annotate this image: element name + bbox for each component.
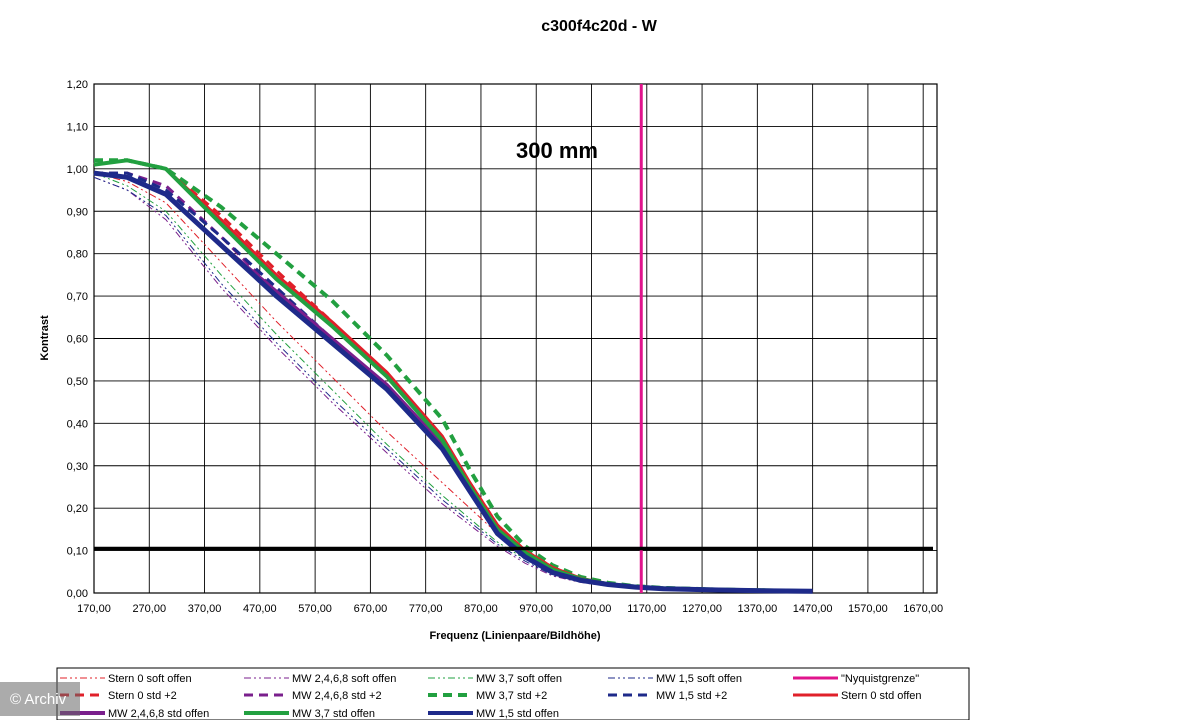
series-line-1 <box>93 172 813 592</box>
x-tick-label: 770,00 <box>409 603 443 615</box>
y-tick-label: 1,00 <box>67 164 88 176</box>
y-tick-label: 0,50 <box>67 376 88 388</box>
plot-area-frame <box>93 83 938 594</box>
legend-label-2: MW 2,4,6,8 soft offen <box>292 673 396 685</box>
chart-title: c300f4c20d - W <box>541 18 658 35</box>
legend-label-10: Stern 0 std offen <box>841 690 922 702</box>
legend-label-9: MW 1,5 std +2 <box>656 690 727 702</box>
y-axis-label: Kontrast <box>39 315 51 361</box>
y-tick-labels: 0,00 0,10 0,20 0,30 0,40 0,50 0,60 0,70 0,80 0,90… <box>67 79 88 600</box>
y-tick-label: 0,30 <box>67 461 88 473</box>
legend-label-4: MW 1,5 soft offen <box>656 673 742 685</box>
legend-label-3: MW 3,7 soft offen <box>476 673 562 685</box>
x-tick-label: 570,00 <box>298 603 332 615</box>
x-tick-label: 1370,00 <box>737 603 777 615</box>
series-lines <box>93 158 813 594</box>
x-tick-label: 470,00 <box>243 603 277 615</box>
legend-label-13: MW 1,5 std offen <box>476 708 559 720</box>
legend-label-11: MW 2,4,6,8 std offen <box>108 708 209 720</box>
series-line-11 <box>93 171 813 594</box>
series-line-3 <box>93 172 813 592</box>
legend-label-6: Stern 0 std +2 <box>108 690 177 702</box>
x-tick-label: 670,00 <box>354 603 388 615</box>
y-tick-label: 0,00 <box>67 588 88 600</box>
legend-label-8: MW 3,7 std +2 <box>476 690 547 702</box>
series-line-4 <box>93 176 813 592</box>
x-tick-label: 370,00 <box>188 603 222 615</box>
series-line-9 <box>94 171 813 593</box>
watermark: © Archiv <box>10 691 67 708</box>
series-line-7 <box>94 171 813 593</box>
y-tick-label: 0,80 <box>67 249 88 261</box>
x-tick-label: 170,00 <box>77 603 111 615</box>
legend-label-7: MW 2,4,6,8 std +2 <box>292 690 382 702</box>
y-tick-label: 0,20 <box>67 503 88 515</box>
x-tick-label: 270,00 <box>132 603 166 615</box>
y-tick-label: 0,90 <box>67 206 88 218</box>
series-line-2 <box>93 176 813 592</box>
series-line-13 <box>93 170 813 594</box>
legend-label-5: "Nyquistgrenze" <box>841 673 919 685</box>
x-tick-label: 1070,00 <box>572 603 612 615</box>
x-tick-label: 1670,00 <box>903 603 943 615</box>
annotation-300mm: 300 mm <box>516 138 598 163</box>
watermark-backdrop <box>0 682 80 716</box>
y-tick-label: 1,10 <box>67 121 88 133</box>
x-axis-label: Frequenz (Linienpaare/Bildhöhe) <box>429 630 600 642</box>
x-tick-label: 1570,00 <box>848 603 888 615</box>
reference-lines <box>94 84 933 593</box>
series-line-8 <box>94 158 813 594</box>
y-tick-label: 0,10 <box>67 546 88 558</box>
x-tick-label: 1170,00 <box>627 603 666 615</box>
legend-label-12: MW 3,7 std offen <box>292 708 375 720</box>
x-tick-label: 870,00 <box>464 603 498 615</box>
legend: Stern 0 soft offen MW 2,4,6,8 soft offen M… <box>56 667 970 720</box>
x-tick-label: 1470,00 <box>793 603 833 615</box>
y-tick-label: 0,40 <box>67 418 88 430</box>
y-tick-label: 0,70 <box>67 291 88 303</box>
x-tick-label: 970,00 <box>519 603 553 615</box>
legend-label-1: Stern 0 soft offen <box>108 673 192 685</box>
x-tick-labels: 170,00 270,00 370,00 470,00 570,00 670,00 770,… <box>77 603 943 615</box>
y-tick-label: 0,60 <box>67 334 88 346</box>
y-tick-label: 1,20 <box>67 79 88 91</box>
x-tick-label: 1270,00 <box>682 603 722 615</box>
